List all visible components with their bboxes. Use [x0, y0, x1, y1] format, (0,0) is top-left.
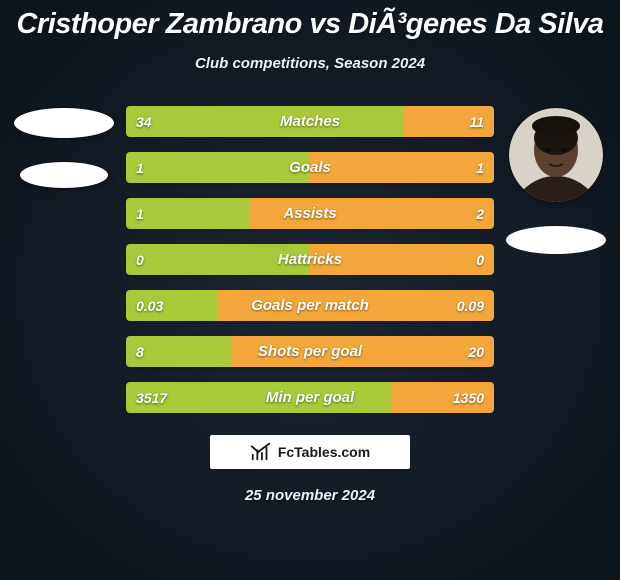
page-title: Cristhoper Zambrano vs DiÃ³genes Da Silv… [0, 0, 620, 41]
stat-label: Goals [126, 152, 494, 183]
comparison-card: Cristhoper Zambrano vs DiÃ³genes Da Silv… [0, 0, 620, 580]
stat-row: 11Goals [126, 152, 494, 183]
player-left-avatar-placeholder [14, 108, 114, 138]
stat-row: 3411Matches [126, 106, 494, 137]
player-left-club-placeholder [20, 162, 108, 188]
stat-row: 35171350Min per goal [126, 382, 494, 413]
stat-label: Shots per goal [126, 336, 494, 367]
main-row: 3411Matches 11Goals 12Assists 00Hattricks 0.… [0, 106, 620, 413]
stat-row: 0.030.09Goals per match [126, 290, 494, 321]
player-right-photo-icon [509, 108, 603, 202]
stat-label: Assists [126, 198, 494, 229]
player-right-column [500, 106, 612, 254]
watermark-text: FcTables.com [278, 444, 370, 460]
stat-label: Min per goal [126, 382, 494, 413]
watermark: FcTables.com [210, 435, 410, 469]
chart-icon [250, 441, 272, 463]
player-right-club-placeholder [506, 226, 606, 254]
stat-row: 12Assists [126, 198, 494, 229]
player-left-column [8, 106, 120, 188]
stat-row: 820Shots per goal [126, 336, 494, 367]
stat-row: 00Hattricks [126, 244, 494, 275]
stat-label: Goals per match [126, 290, 494, 321]
subtitle: Club competitions, Season 2024 [0, 55, 620, 72]
date-line: 25 november 2024 [0, 487, 620, 504]
stats-bars: 3411Matches 11Goals 12Assists 00Hattricks 0.… [120, 106, 500, 413]
stat-label: Matches [126, 106, 494, 137]
stat-label: Hattricks [126, 244, 494, 275]
player-right-avatar [509, 108, 603, 202]
